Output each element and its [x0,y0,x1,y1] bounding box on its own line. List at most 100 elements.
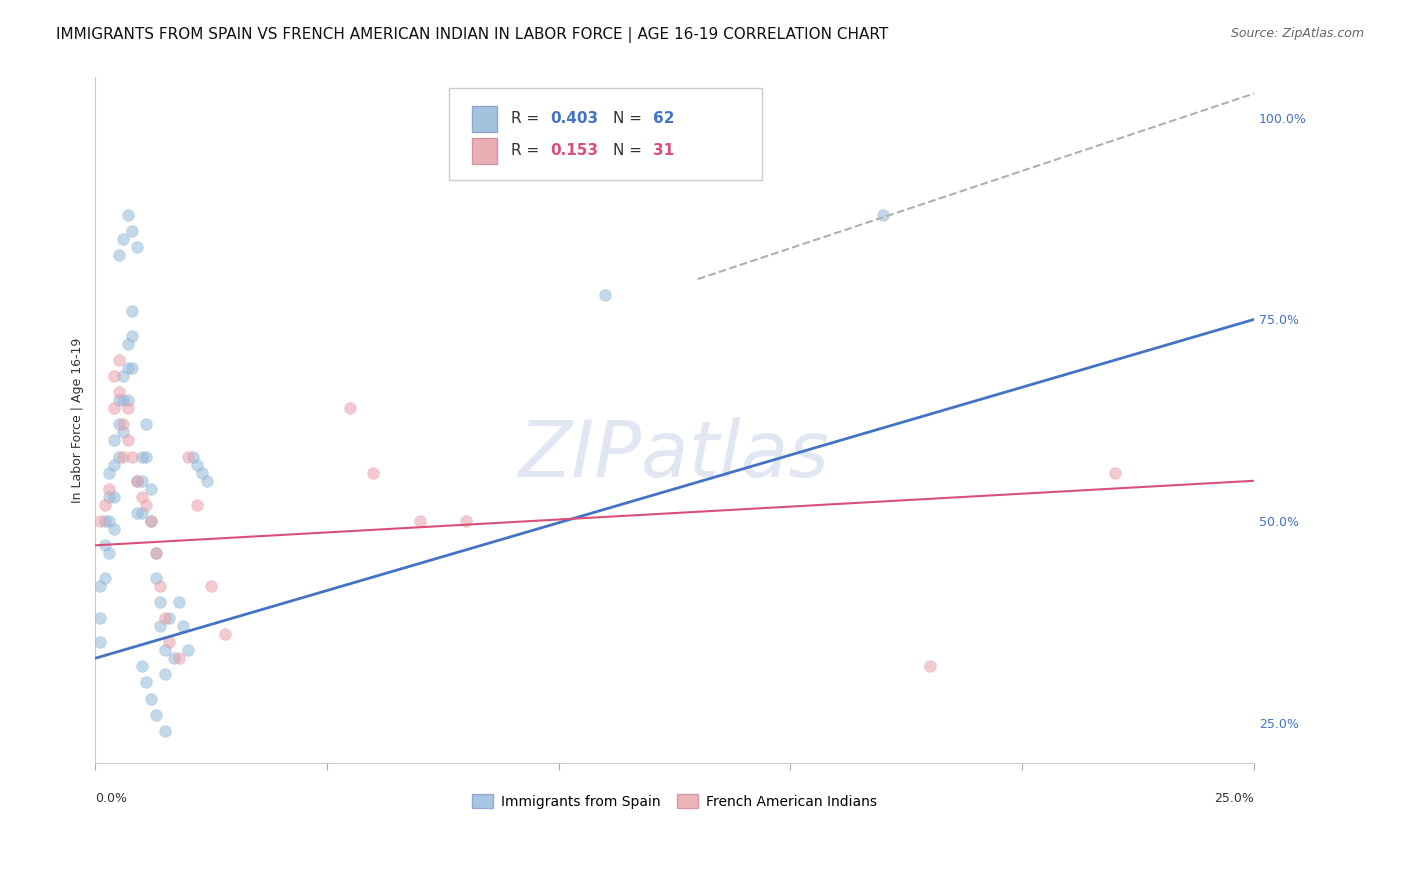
Text: 0.403: 0.403 [551,112,599,126]
Point [177,450,200,464]
Point [153,611,176,625]
Point [125,474,148,488]
Point [107,352,129,367]
Point [145,546,167,560]
FancyBboxPatch shape [449,87,762,180]
Point [149,595,172,609]
Point [121,360,143,375]
Point [117,393,139,408]
Point [121,224,143,238]
Point [214,627,236,641]
Point [409,514,432,528]
Text: 25.0%: 25.0% [1213,792,1254,805]
Point [191,466,214,480]
Point [167,595,190,609]
Point [103,522,125,536]
Point [454,514,477,528]
Point [121,304,143,318]
Point [117,360,139,375]
Point [145,546,167,560]
Point [139,482,162,496]
Point [593,288,616,302]
Point [149,579,172,593]
Y-axis label: In Labor Force | Age 16-19: In Labor Force | Age 16-19 [72,338,84,503]
Point [89,514,111,528]
Point [98,482,121,496]
Point [872,208,894,222]
Point [186,458,208,472]
Point [98,466,121,480]
Point [153,667,176,681]
Text: 62: 62 [652,112,673,126]
Text: 0.153: 0.153 [551,144,599,158]
Point [112,417,135,432]
Text: 0.0%: 0.0% [96,792,128,805]
Point [121,328,143,343]
Point [93,571,115,585]
Point [172,619,194,633]
Point [181,450,204,464]
Point [103,490,125,504]
Text: Source: ZipAtlas.com: Source: ZipAtlas.com [1230,27,1364,40]
Point [135,417,157,432]
Point [98,514,121,528]
Point [149,619,172,633]
Point [139,514,162,528]
Point [112,393,135,408]
Point [153,723,176,738]
Point [93,538,115,552]
Point [918,659,941,673]
FancyBboxPatch shape [472,105,498,132]
Point [117,336,139,351]
Point [1104,466,1126,480]
Point [112,450,135,464]
Point [112,368,135,383]
Text: R =: R = [512,144,544,158]
Text: R =: R = [512,112,544,126]
Point [200,579,222,593]
Point [117,434,139,448]
Text: 31: 31 [652,144,673,158]
Point [89,611,111,625]
Text: N =: N = [613,144,647,158]
Point [125,506,148,520]
Point [107,417,129,432]
Point [107,450,129,464]
Point [186,498,208,512]
Point [107,393,129,408]
Point [93,498,115,512]
Point [103,368,125,383]
Text: ZIPatlas: ZIPatlas [519,417,830,492]
Point [159,611,181,625]
Point [125,474,148,488]
Text: N =: N = [613,112,647,126]
Point [103,434,125,448]
Point [195,474,218,488]
Point [135,498,157,512]
Point [121,450,143,464]
Point [139,691,162,706]
Point [135,450,157,464]
Legend: Immigrants from Spain, French American Indians: Immigrants from Spain, French American I… [467,789,883,814]
Point [112,232,135,246]
Text: IMMIGRANTS FROM SPAIN VS FRENCH AMERICAN INDIAN IN LABOR FORCE | AGE 16-19 CORRE: IMMIGRANTS FROM SPAIN VS FRENCH AMERICAN… [56,27,889,43]
Point [131,506,153,520]
Point [117,401,139,416]
Point [125,240,148,254]
Point [103,401,125,416]
Point [89,635,111,649]
Point [103,458,125,472]
Point [145,707,167,722]
Point [112,425,135,440]
Point [107,385,129,400]
Point [163,651,186,665]
Point [363,466,385,480]
Point [93,514,115,528]
Point [145,571,167,585]
Point [167,651,190,665]
Point [131,659,153,673]
Point [117,208,139,222]
Point [153,643,176,657]
Point [177,643,200,657]
Point [107,248,129,262]
